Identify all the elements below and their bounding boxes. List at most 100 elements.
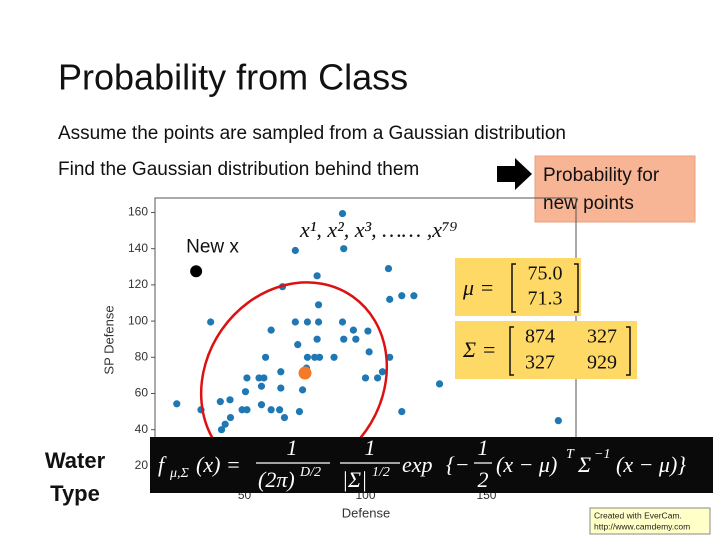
mean-symbol: μ = [462,275,494,300]
mean-box [455,258,581,316]
formula: f μ,Σ (x) = 1 (2π) D/2 1 |Σ| 1/2 exp {− … [150,435,713,493]
point [386,295,394,303]
formula-box [150,437,713,493]
formula-part: 1 [287,435,298,460]
matrix-entry: 327 [525,352,555,374]
watermark: http://www.camdemy.com [594,521,690,531]
slide-title: Probability from Class [58,57,408,98]
x-axis-label: Defense [342,505,390,520]
formula-part: Σ [577,452,591,477]
point [276,406,284,414]
formula-part: (x) = [196,452,241,477]
y-tick-label: 100 [128,313,148,327]
point [295,407,304,416]
formula-part: (x − μ) [496,452,557,477]
watermark-box [589,507,711,535]
text-line: Assume the points are sampled from a Gau… [58,123,566,144]
y-axis-label: SP Defense [101,305,116,374]
matrix-entry: 75.0 [528,263,563,285]
watermark: Created with EverCam. [594,510,682,520]
y-tick-label: 40 [135,422,149,436]
y-tick-label: 120 [128,277,148,291]
formula-part: |Σ| [342,467,367,492]
formula-part: 1 [365,435,376,460]
point [257,382,266,390]
formula-part: (2π) [258,467,295,492]
point [365,348,373,356]
point [330,353,338,361]
matrix-entry: 71.3 [528,288,563,310]
y-tick-label: 160 [128,205,148,219]
point [260,374,268,382]
y-tick-label: 140 [128,241,148,255]
formula-part: exp [402,452,433,477]
formula-part: T [566,447,575,462]
matrix-entry: 874 [525,326,555,348]
bracket [511,263,579,313]
point [398,292,406,300]
point [398,407,406,416]
callout-text: new points [543,193,634,214]
point [378,368,387,376]
point [361,374,370,382]
formula-part: D/2 [299,465,321,480]
point [226,413,235,422]
point [338,209,347,218]
mean-point [298,366,312,380]
callout-text: Probability for [543,165,660,186]
formula-part: {− [446,452,470,477]
text-line: Find the Gaussian distribution behind th… [58,159,419,180]
point [340,335,348,343]
point [267,326,275,334]
new-point [190,265,203,278]
point [243,406,251,414]
point [314,301,323,309]
point [338,318,347,326]
point [349,326,358,334]
point [303,353,312,361]
point [241,388,250,396]
bracket [509,326,631,376]
formula-part: f [158,452,167,477]
point [217,426,226,434]
point [291,246,299,255]
formula-part: 1 [478,435,489,460]
point [311,353,319,361]
formula-part: −1 [594,447,610,462]
y-tick-label: 20 [135,458,149,472]
point [267,406,275,414]
point [221,420,229,428]
point [435,380,444,388]
point [554,417,562,425]
y-tick-label: 80 [135,349,149,363]
formula-part: 1/2 [372,465,390,480]
callout-box [534,155,696,223]
arrow [497,158,532,190]
formula-part: 2 [478,467,489,492]
point [173,400,181,408]
point [364,327,372,335]
y-tick-label: 60 [135,386,149,400]
point [313,335,321,343]
point [298,386,307,394]
point [216,398,224,406]
point [313,272,321,280]
point [261,353,270,361]
side-label: Water [45,448,106,473]
side-label: Type [50,481,100,506]
samples-label: x¹, x², x³, …… ,x⁷⁹ [299,217,458,242]
formula-part: μ,Σ [169,466,190,481]
point [207,318,215,326]
cov-box [455,321,637,379]
point [257,401,266,409]
point [226,396,234,404]
point [340,245,348,253]
matrix-entry: 929 [587,352,617,374]
point [303,318,312,326]
formula-part: (x − μ)} [616,452,686,477]
new-point-label: New x [186,236,239,257]
point [294,341,302,349]
point [352,335,360,343]
point [243,374,251,382]
